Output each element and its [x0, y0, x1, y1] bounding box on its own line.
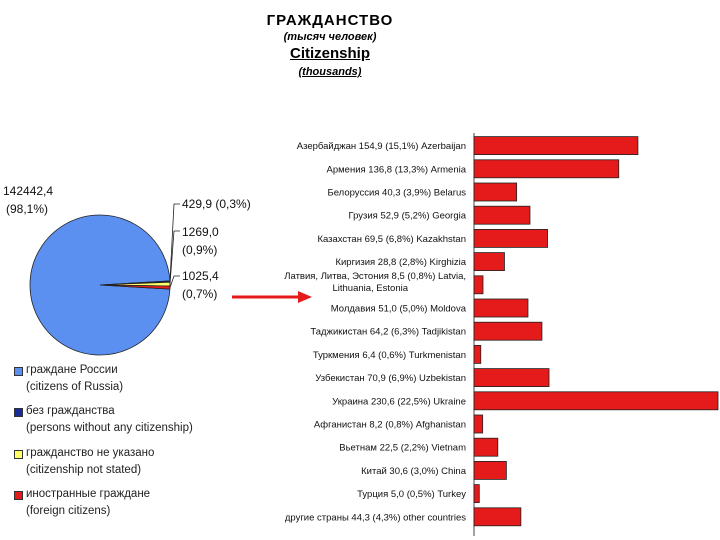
bar-label-14: Китай 30,6 (3,0%) China [361, 466, 467, 477]
subtitle-en: (thousands) [298, 66, 362, 78]
bar-label-3: Грузия 52,9 (5,2%) Georgia [348, 211, 466, 222]
bar-16 [473, 507, 522, 527]
pie-label-not-stated: 1269,0 (0,9%) [182, 225, 219, 257]
leader-line-foreign [169, 275, 180, 288]
legend-text: граждане России (citizens of Russia) [26, 364, 124, 393]
title-en: Citizenship [289, 45, 370, 62]
bar-label-8: Таджикистан 64,2 (6,3%) Tadjikistan [310, 327, 466, 338]
bar-label-9: Туркмения 6,4 (0,6%) Turkmenistan [313, 350, 466, 361]
arrow-head [298, 291, 312, 303]
bar-label-10: Узбекистан 70,9 (6,9%) Uzbekistan [315, 373, 466, 384]
bar-label-6: Латвия, Литва, Эстония 8,5 (0,8%) Latvia… [284, 271, 466, 294]
title-ru: ГРАЖДАНСТВО [266, 12, 394, 29]
legend-text: гражданство не указано (citizenship not s… [26, 447, 155, 476]
bar-5 [473, 252, 505, 272]
pie-slice-foreign [99, 284, 171, 290]
bar-6 [473, 275, 484, 295]
bar-8 [473, 321, 543, 341]
bar-label-13: Вьетнам 22,5 (2,2%) Vietnam [339, 443, 466, 454]
bar-label-1: Армения 136,8 (13,3%) Armenia [327, 164, 467, 175]
bar-label-2: Белоруссия 40,3 (3,9%) Belarus [327, 188, 466, 199]
bar-label-4: Казахстан 69,5 (6,8%) Kazakhstan [317, 234, 466, 245]
pie-label-stateless: 429,9 (0,3%) [182, 197, 251, 211]
bar-label-12: Афганистан 8,2 (0,8%) Afghanistan [314, 420, 466, 431]
pie-leader-lines [169, 203, 180, 288]
leader-line-stateless [169, 203, 180, 282]
pie-chart [29, 214, 171, 356]
bar-12 [473, 414, 484, 434]
bar-label-11: Украина 230,6 (22,5%) Ukraine [332, 396, 466, 407]
pointer-arrow [232, 291, 312, 303]
leader-line-not_stated [169, 230, 180, 285]
bar-3 [473, 205, 531, 225]
pie-slice-russia [29, 214, 171, 356]
bar-label-16: другие страны 44,3 (4,3%) other countrie… [285, 512, 466, 523]
bar-9 [473, 344, 482, 364]
bar-15 [473, 484, 480, 504]
legend-text: иностранные граждане (foreign citizens) [26, 488, 151, 517]
legend-swatch [14, 408, 23, 417]
subtitle-ru: (тысяч человек) [283, 31, 377, 43]
bar-13 [473, 437, 499, 457]
bar-label-0: Азербайджан 154,9 (15,1%) Azerbaijan [297, 141, 466, 152]
bar-4 [473, 228, 548, 248]
bar-11 [473, 391, 719, 411]
legend-swatch [14, 367, 23, 376]
bar-10 [473, 368, 550, 388]
bar-14 [473, 460, 507, 480]
bar-2 [473, 182, 518, 202]
bar-chart: Азербайджан 154,9 (15,1%) Azerbaijan Арме… [284, 133, 719, 536]
legend-swatch [14, 450, 23, 459]
bar-label-7: Молдавия 51,0 (5,0%) Moldova [331, 304, 467, 315]
bar-7 [473, 298, 529, 318]
bar-0 [473, 136, 639, 156]
pie-label-foreign: 1025,4 (0,7%) [182, 269, 219, 301]
bar-1 [473, 159, 620, 179]
legend-swatch [14, 491, 23, 500]
pie-label-russia: 142442,4 (98,1%) [3, 184, 54, 216]
bar-label-15: Турция 5,0 (0,5%) Turkey [357, 489, 466, 500]
bar-label-5: Киргизия 28,8 (2,8%) Kirghizia [335, 257, 466, 268]
legend-text: без гражданства (persons without any citi… [26, 405, 193, 434]
